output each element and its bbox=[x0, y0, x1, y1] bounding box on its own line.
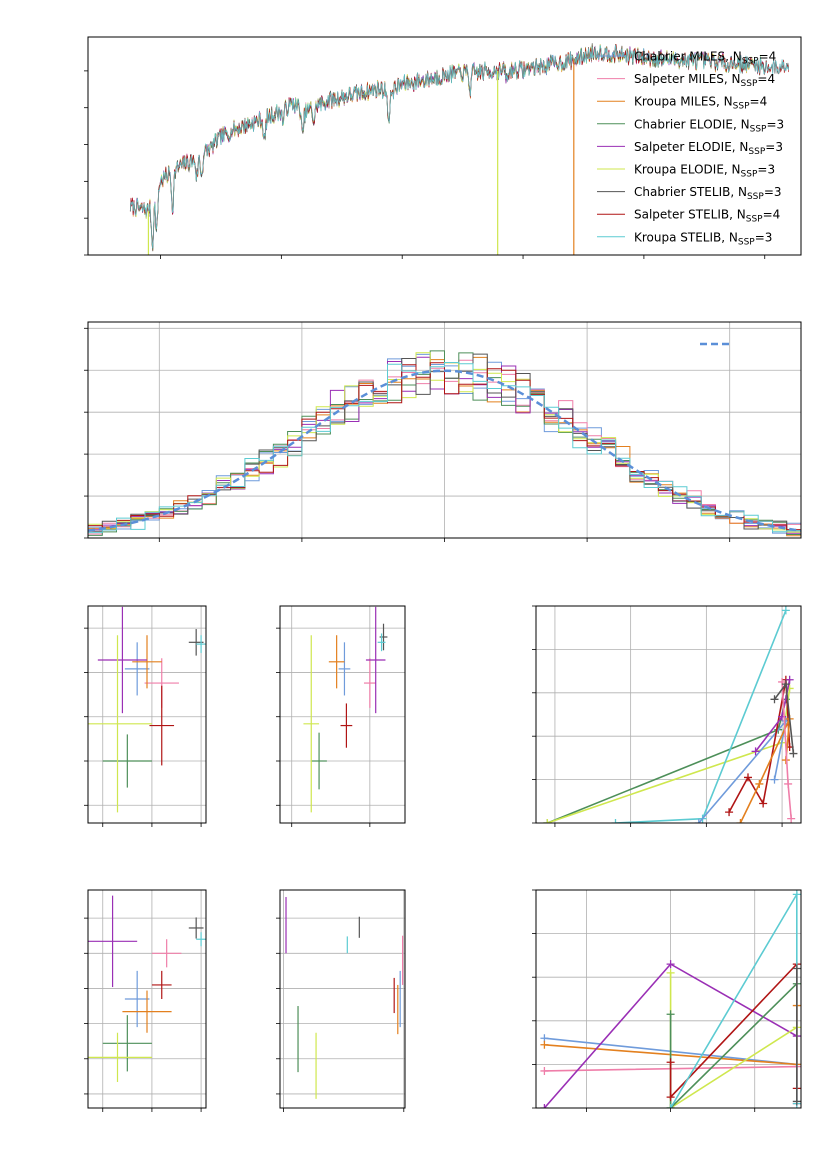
legend-subscript: SSP bbox=[742, 57, 759, 67]
legend-subscript: SSP bbox=[748, 147, 765, 157]
weight-marker-salpeter-stelib bbox=[744, 773, 752, 782]
weight-marker-kroupa-stelib bbox=[611, 819, 620, 823]
weight-marker-salpeter-miles bbox=[784, 779, 793, 788]
axes-frame bbox=[87, 321, 802, 539]
legend-label: Chabrier ELODIE, N bbox=[634, 117, 750, 131]
weight-marker-salpeter-elodie bbox=[785, 675, 794, 684]
legend-subscript: SSP bbox=[747, 192, 764, 202]
weight-marker-kroupa-elodie bbox=[666, 968, 675, 977]
legend-label: Salpeter MILES, N bbox=[634, 72, 741, 86]
weight-marker-kroupa-miles bbox=[755, 779, 764, 788]
legend-count: =3 bbox=[755, 230, 773, 244]
weight-vs-metallicity-panel bbox=[532, 889, 802, 1112]
legend-count: =3 bbox=[765, 140, 783, 154]
legend-subscript: SSP bbox=[750, 124, 767, 134]
weight-marker-kroupa-stelib bbox=[781, 606, 790, 615]
legend-label: Kroupa MILES, N bbox=[634, 95, 733, 109]
plot-area bbox=[543, 606, 798, 823]
legend-count: =3 bbox=[757, 163, 775, 177]
legend-subscript: SSP bbox=[746, 215, 763, 225]
legend-label: Kroupa STELIB, N bbox=[634, 230, 738, 244]
legend-label: Salpeter STELIB, N bbox=[634, 208, 746, 222]
legend-entry: Salpeter ELODIE, NSSP=3 bbox=[634, 140, 783, 157]
weight-marker-chabrier-stelib bbox=[770, 695, 779, 704]
legend-count: =3 bbox=[764, 185, 782, 199]
weight-marker-salpeter-miles bbox=[787, 814, 796, 823]
weight-line-chabrier-elodie bbox=[669, 983, 798, 1108]
weight-marker-salpeter-elodie bbox=[540, 1104, 549, 1108]
age-vs-mass-panel bbox=[276, 605, 406, 827]
plot-area bbox=[88, 606, 206, 813]
weight-marker-kroupa-stelib bbox=[666, 1104, 675, 1108]
weight-marker-chabrier-miles bbox=[770, 775, 779, 784]
legend-count: =4 bbox=[750, 95, 768, 109]
legend-entry: Salpeter STELIB, NSSP=4 bbox=[634, 208, 780, 225]
weight-marker-kroupa-miles bbox=[540, 1040, 549, 1049]
age-vs-metallicity-panel bbox=[84, 605, 207, 827]
weight-marker-chabrier-stelib bbox=[792, 1097, 801, 1106]
weight-marker-salpeter-stelib bbox=[666, 1093, 675, 1102]
mass-vs-ebv-panel bbox=[276, 889, 406, 1112]
plot-area bbox=[285, 897, 404, 1099]
legend-entry: Kroupa STELIB, NSSP=3 bbox=[634, 230, 772, 247]
weight-marker-chabrier-elodie bbox=[666, 1010, 675, 1019]
legend-label: Salpeter ELODIE, N bbox=[634, 140, 748, 154]
mass-vs-metallicity-panel bbox=[84, 889, 207, 1112]
residuals-panel bbox=[84, 321, 802, 542]
legend-entry: Salpeter MILES, NSSP=4 bbox=[634, 72, 775, 89]
legend-entry: Chabrier MILES, NSSP=4 bbox=[634, 50, 776, 67]
weight-marker-salpeter-elodie bbox=[751, 747, 760, 756]
legend-label: Chabrier STELIB, N bbox=[634, 185, 747, 199]
legend-subscript: SSP bbox=[733, 102, 750, 112]
weight-marker-chabrier-stelib bbox=[792, 964, 801, 973]
gaussian-reference-curve bbox=[88, 369, 801, 532]
spectrum-model-line-kroupa-stelib bbox=[129, 44, 790, 249]
weight-marker-chabrier-stelib bbox=[781, 680, 790, 689]
weight-marker-kroupa-stelib bbox=[792, 890, 801, 899]
axes-frame bbox=[279, 605, 406, 824]
plot-area bbox=[129, 43, 790, 255]
weight-line-kroupa-stelib bbox=[669, 891, 798, 1108]
weight-marker-salpeter-miles bbox=[540, 1066, 549, 1075]
weight-marker-salpeter-stelib bbox=[759, 799, 768, 808]
legend-subscript: SSP bbox=[741, 170, 758, 180]
legend-entry: Chabrier STELIB, NSSP=3 bbox=[634, 185, 782, 202]
legend-subscript: SSP bbox=[738, 237, 755, 247]
legend-label: Kroupa ELODIE, N bbox=[634, 163, 741, 177]
weight-marker-salpeter-elodie bbox=[666, 960, 675, 969]
legend-entry: Chabrier ELODIE, NSSP=3 bbox=[634, 117, 784, 134]
weight-line-kroupa-elodie bbox=[547, 688, 791, 823]
legend-count: =4 bbox=[759, 50, 777, 64]
weight-line-kroupa-elodie bbox=[669, 972, 798, 1108]
weight-marker-kroupa-elodie bbox=[543, 819, 552, 823]
weight-marker-salpeter-stelib bbox=[666, 1058, 675, 1067]
weight-marker-chabrier-miles bbox=[694, 819, 703, 823]
plot-area bbox=[88, 350, 801, 537]
legend-count: =4 bbox=[763, 208, 781, 222]
plot-area bbox=[88, 895, 206, 1082]
weight-marker-chabrier-stelib bbox=[789, 749, 798, 758]
weight-vs-age-panel bbox=[532, 605, 802, 827]
axes-frame bbox=[87, 889, 207, 1109]
axes-frame bbox=[279, 889, 406, 1109]
weight-line-kroupa-miles bbox=[739, 718, 791, 823]
legend-count: =4 bbox=[757, 72, 775, 86]
weight-marker-kroupa-miles bbox=[736, 819, 745, 823]
legend-count: =3 bbox=[766, 117, 784, 131]
legend-entry: Kroupa ELODIE, NSSP=3 bbox=[634, 163, 775, 180]
legend-subscript: SSP bbox=[741, 79, 758, 89]
axes-frame bbox=[535, 605, 802, 824]
plot-area bbox=[303, 606, 388, 813]
legend-label: Chabrier MILES, N bbox=[634, 50, 742, 64]
axes-frame bbox=[87, 605, 207, 824]
plot-area bbox=[540, 890, 801, 1108]
axes-frame bbox=[535, 889, 802, 1109]
axes-frame bbox=[87, 36, 802, 256]
legend-entry: Kroupa MILES, NSSP=4 bbox=[634, 95, 767, 112]
weight-marker-salpeter-stelib bbox=[725, 808, 734, 817]
